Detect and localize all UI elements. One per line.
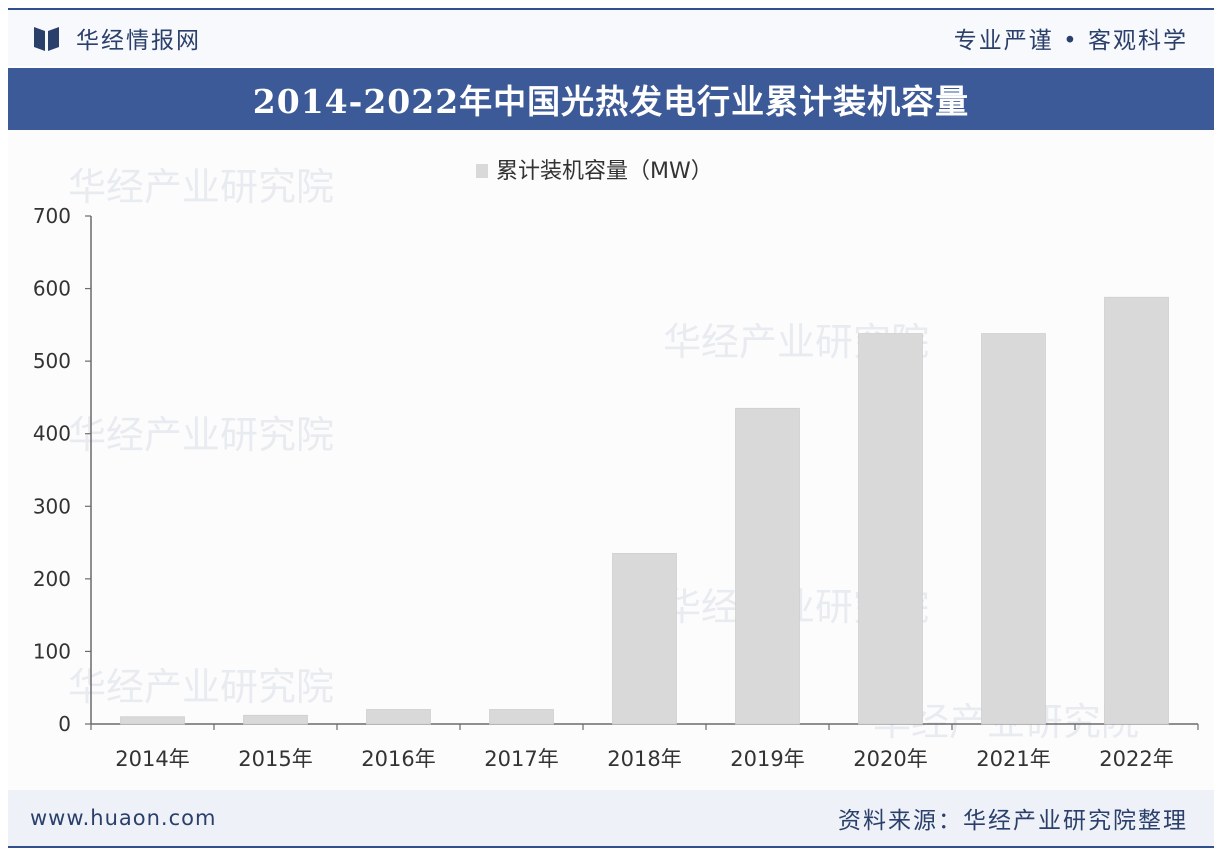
bar bbox=[735, 407, 800, 725]
legend-swatch bbox=[476, 164, 488, 178]
bar bbox=[489, 709, 554, 725]
bars bbox=[120, 296, 1169, 725]
data-source: 资料来源：华经产业研究院整理 bbox=[838, 808, 1188, 834]
title-bar: 2014-2022年中国光热发电行业累计装机容量 bbox=[8, 68, 1214, 130]
brand-logo-icon bbox=[34, 27, 59, 51]
brand-name: 华经情报网 bbox=[76, 28, 201, 54]
bar bbox=[981, 333, 1046, 725]
bar bbox=[612, 553, 677, 725]
bottom-border bbox=[8, 846, 1214, 848]
y-tick-label: 700 bbox=[33, 204, 71, 228]
bar bbox=[243, 714, 308, 725]
brand: 华经情报网 bbox=[8, 21, 201, 55]
footer: www.huaon.com 资料来源：华经产业研究院整理 bbox=[8, 790, 1214, 846]
chart-area: 华经产业研究院华经产业研究院华经产业研究院华经产业研究院华经产业研究院华经产业研… bbox=[8, 130, 1214, 790]
legend-label: 累计装机容量（MW） bbox=[496, 159, 713, 184]
x-tick-label: 2019年 bbox=[730, 747, 804, 771]
watermark-text: 华经产业研究院 bbox=[68, 165, 334, 209]
y-tick-label: 300 bbox=[33, 494, 71, 518]
slogan: 专业严谨 • 客观科学 bbox=[953, 28, 1188, 54]
website-url: www.huaon.com bbox=[30, 806, 217, 830]
bar bbox=[858, 333, 923, 725]
x-tick-label: 2020年 bbox=[853, 747, 927, 771]
y-tick-label: 600 bbox=[33, 277, 71, 301]
x-tick-label: 2014年 bbox=[115, 747, 189, 771]
y-tick-label: 0 bbox=[58, 712, 71, 736]
chart-title: 2014-2022年中国光热发电行业累计装机容量 bbox=[252, 82, 970, 121]
legend: 累计装机容量（MW） bbox=[476, 159, 713, 184]
bar bbox=[366, 709, 431, 725]
x-tick-label: 2021年 bbox=[976, 747, 1050, 771]
watermark-text: 华经产业研究院 bbox=[68, 413, 334, 457]
watermarks: 华经产业研究院华经产业研究院华经产业研究院华经产业研究院华经产业研究院华经产业研… bbox=[68, 165, 1139, 744]
x-tick-label: 2022年 bbox=[1099, 747, 1173, 771]
x-tick-label: 2015年 bbox=[238, 747, 312, 771]
bar bbox=[1104, 296, 1169, 725]
x-tick-label: 2016年 bbox=[361, 747, 435, 771]
top-border bbox=[8, 8, 1214, 10]
y-tick-label: 200 bbox=[33, 567, 71, 591]
bar bbox=[120, 716, 185, 725]
x-tick-label: 2017年 bbox=[484, 747, 558, 771]
y-tick-label: 100 bbox=[33, 639, 71, 663]
header: 华经情报网 专业严谨 • 客观科学 bbox=[8, 10, 1214, 66]
bar-chart: 华经产业研究院华经产业研究院华经产业研究院华经产业研究院华经产业研究院华经产业研… bbox=[33, 159, 1199, 771]
y-tick-label: 500 bbox=[33, 349, 71, 373]
y-tick-label: 400 bbox=[33, 422, 71, 446]
x-tick-label: 2018年 bbox=[607, 747, 681, 771]
watermark-text: 华经产业研究院 bbox=[68, 665, 334, 709]
